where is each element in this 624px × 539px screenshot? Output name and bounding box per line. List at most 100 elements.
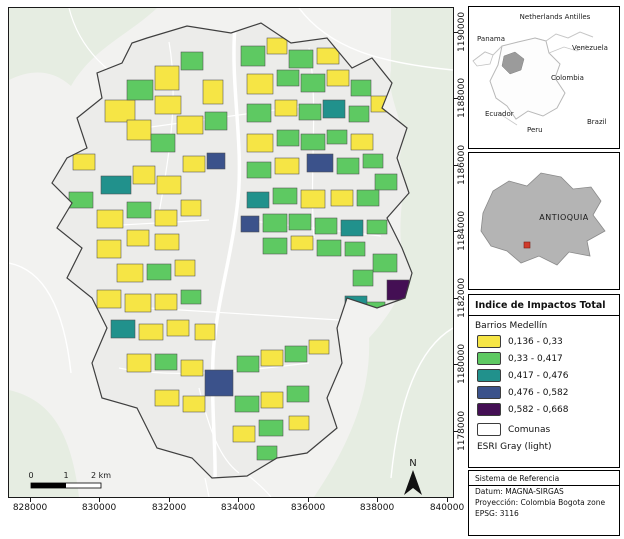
x-axis-tick: 838000 (359, 503, 395, 513)
barrio (276, 129, 300, 147)
legend-swatch-comunas (477, 423, 501, 436)
legend-class-label: 0,476 - 0,582 (508, 387, 569, 398)
ecuador-border (496, 111, 518, 126)
barrio (154, 209, 178, 227)
barrio (290, 235, 314, 251)
barrio (256, 445, 278, 461)
barrio (272, 187, 298, 205)
legend-swatch-class1 (477, 335, 501, 348)
barrio (240, 215, 260, 233)
barrio (276, 69, 300, 87)
north-arrow: N (404, 458, 422, 495)
legend-class-row: 0,476 - 0,582 (469, 384, 619, 401)
panama-shape (472, 51, 494, 67)
colombia-canvas: Netherlands Antilles Panama Venezuela Co… (469, 7, 619, 148)
x-axis-tick: 834000 (220, 503, 256, 513)
legend-class-label: 0,33 - 0,417 (508, 353, 563, 364)
barrio (126, 229, 150, 247)
barrio (336, 157, 360, 175)
antioquia-shape (480, 172, 606, 266)
barrio (340, 219, 364, 237)
barrio (154, 233, 180, 251)
label-ecuador: Ecuador (485, 110, 514, 118)
barrio (126, 353, 152, 373)
y-axis-tick: 1178000 (457, 410, 467, 451)
legend-basemap-label: ESRI Gray (light) (477, 442, 552, 452)
barrio (146, 263, 172, 281)
legend-class-row: 0,582 - 0,668 (469, 401, 619, 418)
legend-class-row: 0,417 - 0,476 (469, 367, 619, 384)
axis-tick-mark (454, 98, 458, 99)
axis-tick-mark (308, 498, 309, 502)
axis-tick-mark (169, 498, 170, 502)
barrio (352, 269, 374, 287)
barrio (236, 355, 260, 373)
barrio (154, 293, 178, 311)
scale-label-2: 2 km (91, 471, 111, 480)
scale-label-1: 1 (63, 471, 68, 480)
barrio (298, 103, 322, 121)
barrio (110, 319, 136, 339)
legend-swatch-class4 (477, 386, 501, 399)
barrio (288, 49, 314, 69)
barrio (288, 213, 312, 231)
barrio (126, 119, 152, 141)
barrio (258, 419, 284, 437)
antioquia-canvas: ANTIOQUIA (469, 153, 619, 289)
barrio (180, 289, 202, 305)
barrio (284, 345, 308, 363)
main-map: 0 1 2 km N (8, 7, 454, 498)
barrio (138, 323, 164, 341)
barrio (206, 152, 226, 170)
barrio (180, 199, 202, 217)
barrio (260, 349, 284, 367)
axis-tick-mark (454, 298, 458, 299)
legend-swatch-class2 (477, 352, 501, 365)
axis-tick-mark (454, 364, 458, 365)
y-axis-tick: 1182000 (457, 277, 467, 318)
barrio (150, 133, 176, 153)
x-axis-tick: 836000 (290, 503, 326, 513)
label-netherlands-antilles: Netherlands Antilles (520, 13, 591, 21)
barrio (366, 219, 388, 235)
barrio (174, 259, 196, 277)
north-label: N (409, 458, 416, 469)
barrio (182, 395, 206, 413)
reference-system-box: Sistema de Referencia Datum: MAGNA-SIRGA… (468, 470, 620, 536)
barrio (132, 165, 156, 185)
barrio (260, 391, 284, 409)
antioquia-highlight (501, 51, 525, 75)
barrio (300, 73, 326, 93)
barrio (246, 161, 272, 179)
barrio (266, 37, 288, 55)
barrio (116, 263, 144, 283)
barrio (126, 201, 152, 219)
label-venezuela: Venezuela (572, 44, 608, 52)
barrio (96, 239, 122, 259)
barrio (68, 191, 94, 209)
barrio (286, 385, 310, 403)
barrio (180, 359, 204, 377)
barrio (362, 153, 384, 169)
barrio (322, 99, 346, 119)
barrio (300, 189, 326, 209)
legend-class-row: 0,136 - 0,33 (469, 333, 619, 350)
main-map-canvas: 0 1 2 km N (9, 8, 453, 497)
x-axis-tick: 840000 (429, 503, 465, 513)
axis-tick-mark (454, 32, 458, 33)
axis-tick-mark (99, 498, 100, 502)
river-corridor (210, 25, 242, 478)
barrio (204, 111, 228, 131)
legend-class-label: 0,136 - 0,33 (508, 336, 563, 347)
barrio (72, 153, 96, 171)
axis-tick-mark (454, 165, 458, 166)
legend-class-row: 0,33 - 0,417 (469, 350, 619, 367)
barrio (308, 339, 330, 355)
axis-tick-mark (30, 498, 31, 502)
legend-layer-label: Barrios Medellín (475, 321, 548, 331)
legend-class-label: 0,417 - 0,476 (508, 370, 569, 381)
axis-tick-mark (377, 498, 378, 502)
barrio (344, 241, 366, 257)
barrio (234, 395, 260, 413)
